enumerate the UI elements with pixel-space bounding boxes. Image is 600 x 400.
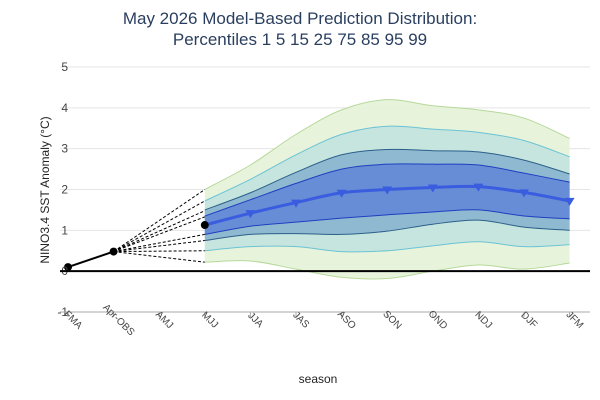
fan-dashed-line [113,189,206,252]
y-tick-label: 5 [61,60,68,74]
observed-line [67,250,114,269]
median-marker [519,189,529,198]
x-axis-label: season [299,372,338,386]
band-5-95-lower-edge [204,241,570,253]
y-tick-label: 4 [61,101,68,115]
x-tick-label: AMJ [153,309,175,331]
observed-point [109,247,118,256]
chart-title-line2: Percentiles 1 5 15 25 75 85 95 99 [173,30,427,49]
x-tick-label: NDJ [472,309,494,331]
band-25-75-upper-edge [204,163,570,217]
x-tick-label: JAS [290,310,311,331]
y-axis-label: NINO3.4 SST Anomaly (°C) [38,116,52,263]
median-marker [427,184,438,193]
projection-fan [113,189,206,263]
fan-dashed-line [113,216,205,253]
median-marker [564,197,575,206]
median-marker [291,199,301,208]
band-15-85-lower-edge [204,219,570,242]
chart-title-line1: May 2026 Model-Based Prediction Distribu… [123,9,477,28]
band-25-75 [204,163,570,235]
y-tick-label: 3 [61,142,68,156]
median-marker [336,189,347,198]
fan-dashed-line [113,251,205,263]
band-1-99-lower-edge [204,260,570,280]
x-tick-label: DJF [518,310,539,331]
fan-dashed-line [113,200,206,253]
band-5-95-upper-edge [204,125,570,202]
y-tick-label: 1 [61,223,68,237]
fan-dashed-line [113,233,205,253]
fan-dashed-line [113,250,205,253]
x-tick-label: Apr-OBS [100,302,136,338]
band-1-99-upper-edge [204,99,570,190]
fan-dashed-line [113,240,205,253]
observed-point [64,263,72,272]
fan-dashed-line [113,210,206,253]
band-25-75-lower-edge [204,209,570,235]
x-tick-label: MJJ [199,310,220,331]
median-marker [382,186,393,195]
median-marker [245,210,256,219]
median-marker [473,183,484,192]
forecast-start-point [200,221,209,230]
series-lines [64,183,575,272]
x-tick-label: JJA [245,310,265,330]
x-tick-label: JFM [564,309,586,331]
y-tick-label: 2 [61,183,68,197]
band-15-85-upper-edge [204,148,570,211]
